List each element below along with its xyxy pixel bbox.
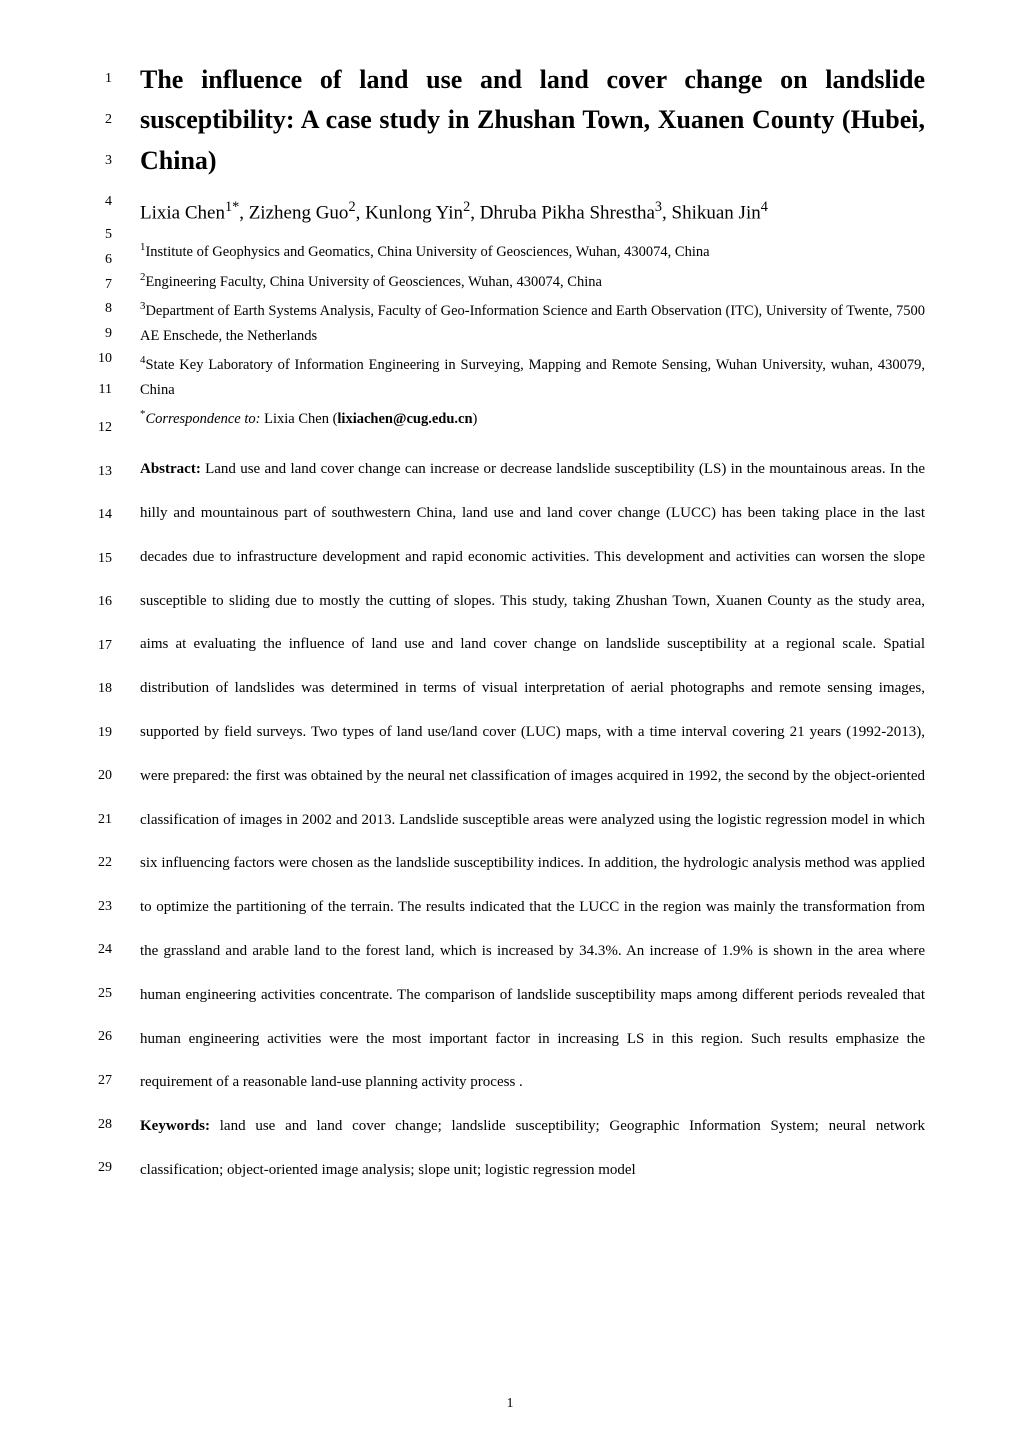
line-number: 23 bbox=[82, 900, 112, 914]
line-number: 19 bbox=[82, 726, 112, 740]
line-number: 6 bbox=[82, 253, 112, 267]
author-affil-sup: 1* bbox=[225, 199, 239, 215]
line-number: 5 bbox=[82, 228, 112, 242]
affiliation-line: 2Engineering Faculty, China University o… bbox=[140, 268, 925, 294]
abstract-text: Land use and land cover change can incre… bbox=[140, 461, 925, 1090]
line-number: 9 bbox=[82, 327, 112, 341]
affiliation-text: Institute of Geophysics and Geomatics, C… bbox=[145, 244, 709, 260]
line-number: 7 bbox=[82, 278, 112, 292]
line-number: 18 bbox=[82, 682, 112, 696]
abstract-paragraph: Abstract: Land use and land cover change… bbox=[140, 448, 925, 1105]
author-list: Lixia Chen1*, Zizheng Guo2, Kunlong Yin2… bbox=[140, 199, 925, 224]
line-number: 12 bbox=[82, 421, 112, 435]
line-number: 13 bbox=[82, 465, 112, 479]
keywords-paragraph: Keywords: land use and land cover change… bbox=[140, 1105, 925, 1193]
line-number: 26 bbox=[82, 1030, 112, 1044]
author-name: , Shikuan Jin bbox=[662, 202, 761, 223]
author-name: , Kunlong Yin bbox=[356, 202, 464, 223]
line-number: 21 bbox=[82, 813, 112, 827]
correspondence-name: Lixia Chen ( bbox=[260, 411, 337, 427]
line-number: 8 bbox=[82, 302, 112, 316]
author-affil-sup: 2 bbox=[348, 199, 355, 215]
line-number: 3 bbox=[82, 154, 112, 168]
page-content: The influence of land use and land cover… bbox=[140, 60, 925, 1193]
line-number: 20 bbox=[82, 769, 112, 783]
line-number: 2 bbox=[82, 113, 112, 127]
correspondence-email: lixiachen@cug.edu.cn bbox=[337, 411, 472, 427]
line-number: 1 bbox=[82, 72, 112, 86]
affiliation-line: 1Institute of Geophysics and Geomatics, … bbox=[140, 238, 925, 264]
line-number: 25 bbox=[82, 987, 112, 1001]
affiliation-text: Engineering Faculty, China University of… bbox=[145, 274, 601, 290]
line-number: 16 bbox=[82, 595, 112, 609]
line-number: 14 bbox=[82, 508, 112, 522]
affiliation-text: State Key Laboratory of Information Engi… bbox=[140, 357, 925, 398]
line-number: 17 bbox=[82, 639, 112, 653]
line-number: 4 bbox=[82, 195, 112, 209]
author-name: , Dhruba Pikha Shrestha bbox=[470, 202, 655, 223]
keywords-text: land use and land cover change; landslid… bbox=[140, 1118, 925, 1178]
affiliation-text: Department of Earth Systems Analysis, Fa… bbox=[140, 303, 925, 344]
affiliation-line: 4State Key Laboratory of Information Eng… bbox=[140, 351, 925, 402]
paper-title: The influence of land use and land cover… bbox=[140, 60, 925, 181]
author-name: Lixia Chen bbox=[140, 202, 225, 223]
line-number: 28 bbox=[82, 1118, 112, 1132]
line-number: 27 bbox=[82, 1074, 112, 1088]
line-number: 22 bbox=[82, 856, 112, 870]
correspondence-label: Correspondence to: bbox=[145, 411, 260, 427]
line-number: 11 bbox=[82, 383, 112, 397]
author-affil-sup: 4 bbox=[761, 199, 768, 215]
abstract-label: Abstract: bbox=[140, 461, 205, 477]
affiliation-line: 3Department of Earth Systems Analysis, F… bbox=[140, 297, 925, 348]
keywords-label: Keywords: bbox=[140, 1118, 220, 1134]
page-number: 1 bbox=[507, 1396, 514, 1412]
author-name: , Zizheng Guo bbox=[239, 202, 348, 223]
correspondence-line: *Correspondence to: Lixia Chen (lixiache… bbox=[140, 408, 925, 428]
line-number: 29 bbox=[82, 1161, 112, 1175]
author-affil-sup: 3 bbox=[655, 199, 662, 215]
manuscript-page: 1 2 3 4 5 6 7 8 9 10 11 12 13 14 15 16 1… bbox=[0, 0, 1020, 1442]
correspondence-close: ) bbox=[473, 411, 478, 427]
line-number: 10 bbox=[82, 352, 112, 366]
line-number: 24 bbox=[82, 943, 112, 957]
line-number: 15 bbox=[82, 552, 112, 566]
